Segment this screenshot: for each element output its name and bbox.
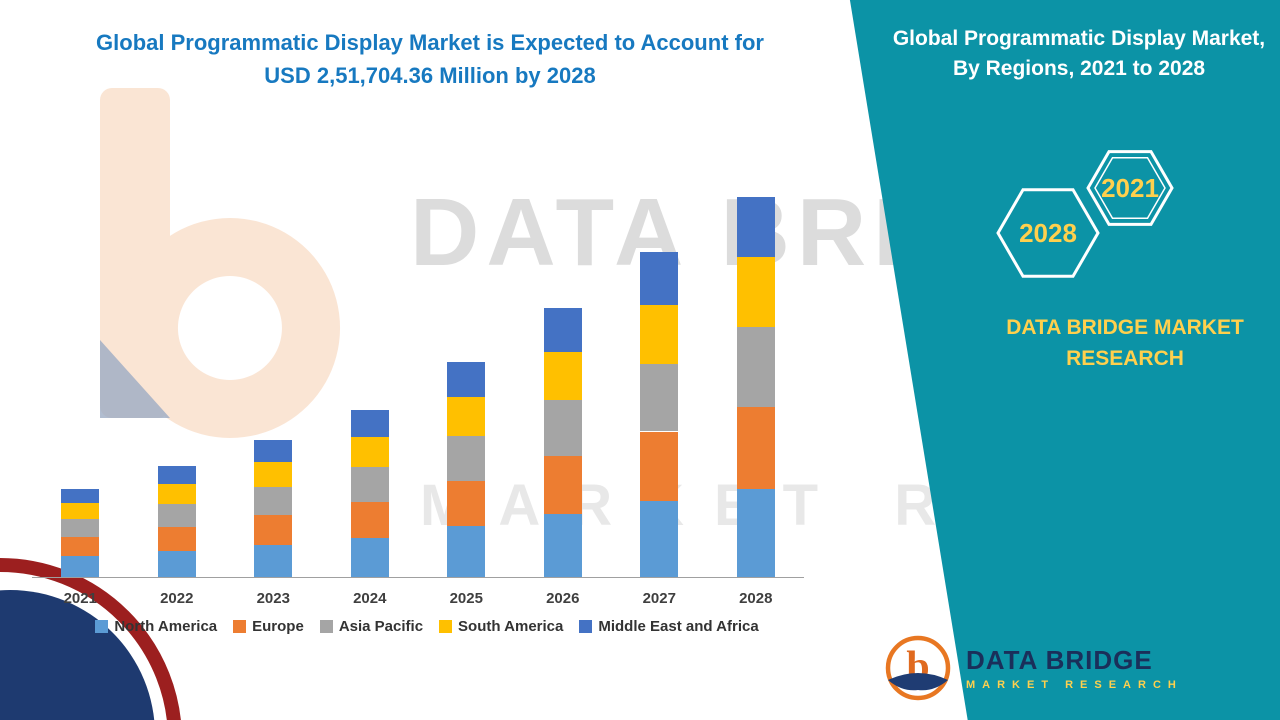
bar-segment xyxy=(157,465,196,484)
bar-segment xyxy=(640,500,679,577)
x-axis-label: 2022 xyxy=(160,590,194,607)
bar-segment xyxy=(254,544,293,577)
bar-segment xyxy=(543,307,582,352)
bar-segment xyxy=(157,526,196,551)
legend-item: Middle East and Africa xyxy=(579,618,759,635)
chart-title-line2: USD 2,51,704.36 Million by 2028 xyxy=(264,63,596,88)
chart-legend: North America Europe Asia Pacific South Ame… xyxy=(32,618,822,635)
corner-decoration xyxy=(0,558,181,720)
bar-segment xyxy=(61,518,100,538)
x-axis-label: 2026 xyxy=(546,590,580,607)
legend-swatch xyxy=(439,620,453,633)
bar-segment xyxy=(157,503,196,527)
bar-segment xyxy=(61,537,100,556)
side-panel-heading: Global Programmatic Display Market, By R… xyxy=(892,27,1266,80)
footer-logo: b DATA BRIDGE MARKET RESEARCH xyxy=(882,632,1183,704)
bar-segment xyxy=(350,437,389,468)
bar-segment xyxy=(736,257,775,327)
hexagon-2021-outer xyxy=(1086,150,1174,226)
x-axis-label: 2023 xyxy=(256,590,290,607)
x-axis-labels: 2021 2022 2023 2024 2025 2026 2027 2028 xyxy=(32,590,804,612)
bar-segment xyxy=(61,503,100,519)
legend-item: Asia Pacific xyxy=(319,618,424,635)
legend-swatch xyxy=(579,620,593,633)
bar-segment xyxy=(447,526,486,577)
bar-segment xyxy=(350,537,389,577)
footer-logo-tagline: MARKET RESEARCH xyxy=(966,679,1183,691)
legend-item: South America xyxy=(439,618,563,635)
bar-segment xyxy=(254,486,293,516)
bar-segment xyxy=(736,197,775,258)
x-axis-label: 2027 xyxy=(642,590,676,607)
legend-swatch xyxy=(319,620,333,633)
bar-segment xyxy=(447,480,486,527)
bar-segment xyxy=(543,456,582,514)
bar-segment xyxy=(736,488,775,577)
dbmr-logo-watermark xyxy=(100,88,341,438)
bar-segment xyxy=(254,515,293,545)
legend-swatch xyxy=(233,620,247,633)
hexagon-2028 xyxy=(996,188,1100,278)
badge-2028-label: 2028 xyxy=(1019,218,1077,248)
bar-segment xyxy=(350,409,389,438)
legend-label: South America xyxy=(458,618,564,635)
bar-segment xyxy=(640,305,679,364)
bar-segment xyxy=(254,462,293,487)
bar-segment xyxy=(543,351,582,401)
hexagon-2021-inner xyxy=(1094,156,1166,220)
legend-swatch xyxy=(95,620,109,633)
x-axis-label: 2028 xyxy=(739,590,773,607)
hexagon-badges: 2028 2021 xyxy=(996,150,1174,278)
bar-segment xyxy=(157,483,196,504)
bar-segment xyxy=(254,439,293,463)
x-axis-label: 2021 xyxy=(63,590,97,607)
x-axis-label: 2024 xyxy=(353,590,387,607)
legend-label: Asia Pacific xyxy=(338,618,424,635)
bar-segment xyxy=(736,406,775,489)
bar-segment xyxy=(61,488,100,504)
legend-item: Europe xyxy=(233,618,304,635)
bar-segment xyxy=(350,467,389,502)
legend-label: Middle East and Africa xyxy=(598,618,759,635)
bar-segment xyxy=(543,513,582,577)
footer-logo-name: DATA BRIDGE xyxy=(966,645,1153,675)
bar-segment xyxy=(736,326,775,407)
brand-text: DATA BRIDGE MARKET RESEARCH xyxy=(1006,316,1244,370)
bar-segment xyxy=(157,550,196,577)
bar-segment xyxy=(447,361,486,398)
chart-title-line1: Global Programmatic Display Market is Ex… xyxy=(96,30,764,55)
x-axis-label: 2025 xyxy=(449,590,483,607)
stacked-bar-plot xyxy=(32,197,804,578)
legend-label: North America xyxy=(114,618,218,635)
bar-segment xyxy=(640,431,679,501)
badge-2021-label: 2021 xyxy=(1101,173,1159,203)
bar-segment xyxy=(543,400,582,457)
legend-item: North America xyxy=(95,618,217,635)
bar-segment xyxy=(640,251,679,306)
chart-title: Global Programmatic Display Market is Ex… xyxy=(60,26,800,92)
bar-segment xyxy=(350,501,389,538)
bar-segment xyxy=(447,436,486,481)
bar-segment xyxy=(640,363,679,432)
legend-label: Europe xyxy=(252,618,304,635)
bar-segment xyxy=(447,397,486,437)
dbmr-logo-icon: b xyxy=(885,635,951,701)
bar-segment xyxy=(61,555,100,577)
